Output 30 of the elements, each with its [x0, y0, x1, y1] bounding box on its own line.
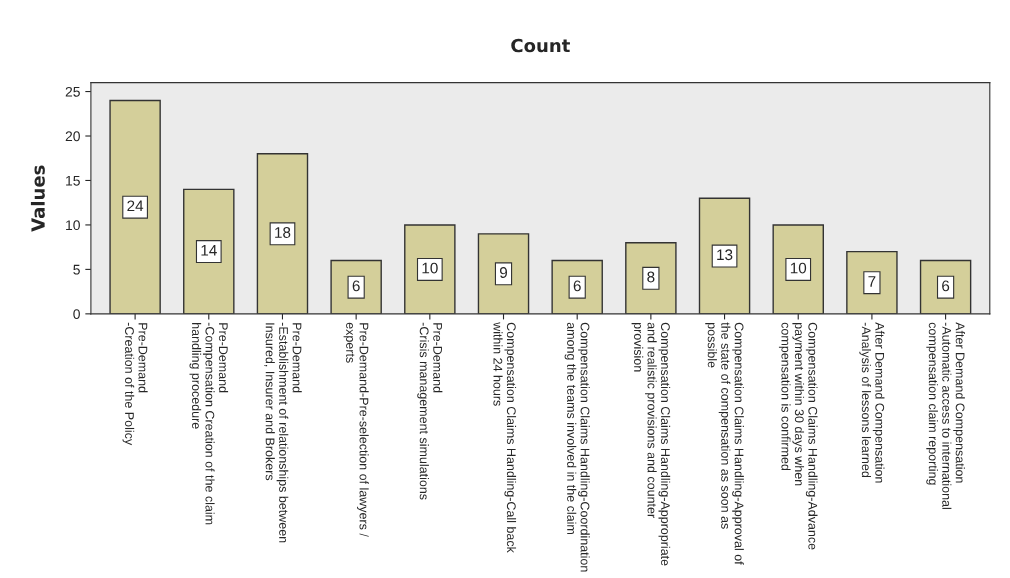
- y-tick-label: 15: [66, 175, 80, 186]
- x-tick-label: Compensation Claims Handling-Coordination among the teams involved in the claim: [564, 322, 590, 572]
- data-label: 13: [717, 249, 733, 261]
- data-label: 10: [790, 262, 807, 274]
- data-label: 6: [942, 280, 950, 292]
- x-tick-label: Pre-Demand-Pre-selection of lawyers / experts: [343, 322, 369, 537]
- data-label: 14: [201, 245, 217, 256]
- x-tick-label: Pre-Demand -Crisis management simulations: [417, 322, 443, 500]
- y-tick-label: 25: [65, 86, 80, 97]
- data-label: 8: [647, 271, 655, 283]
- data-label: 18: [275, 227, 291, 238]
- y-tick-label: 20: [65, 131, 80, 142]
- data-label: 9: [499, 267, 508, 278]
- y-axis-title: Values: [30, 165, 45, 232]
- y-tick-label: 5: [73, 264, 80, 275]
- data-label: 6: [573, 280, 581, 292]
- x-tick-label: Pre-Demand -Compensation Creation of the claim handling procedure: [189, 322, 229, 525]
- data-label: 6: [352, 280, 360, 292]
- data-label: 10: [422, 262, 438, 274]
- x-tick-label: Compensation Claims Handling-Approval of the state of compensation as soon as possible: [705, 322, 744, 565]
- chart-title: Count: [511, 38, 570, 53]
- data-label: 24: [127, 200, 144, 212]
- x-tick-label: Pre-Demand -Establishment of relationships between Insured, Insurer and Brokers: [264, 322, 302, 543]
- y-tick-label: 0: [73, 309, 80, 320]
- x-tick-label: Compensation Claims Handling-Call back within 24 hours: [493, 322, 517, 553]
- x-tick-label: After Demand Compensation -Analysis of lessons learned: [859, 322, 885, 483]
- y-tick-label: 10: [66, 220, 80, 231]
- x-tick-label: Compensation Claims Handling-Appropriate and realistic provisions and counter provision: [631, 322, 671, 566]
- x-tick-label: Pre-Demand -Creation of the Policy: [122, 322, 148, 446]
- data-label: 7: [868, 276, 876, 287]
